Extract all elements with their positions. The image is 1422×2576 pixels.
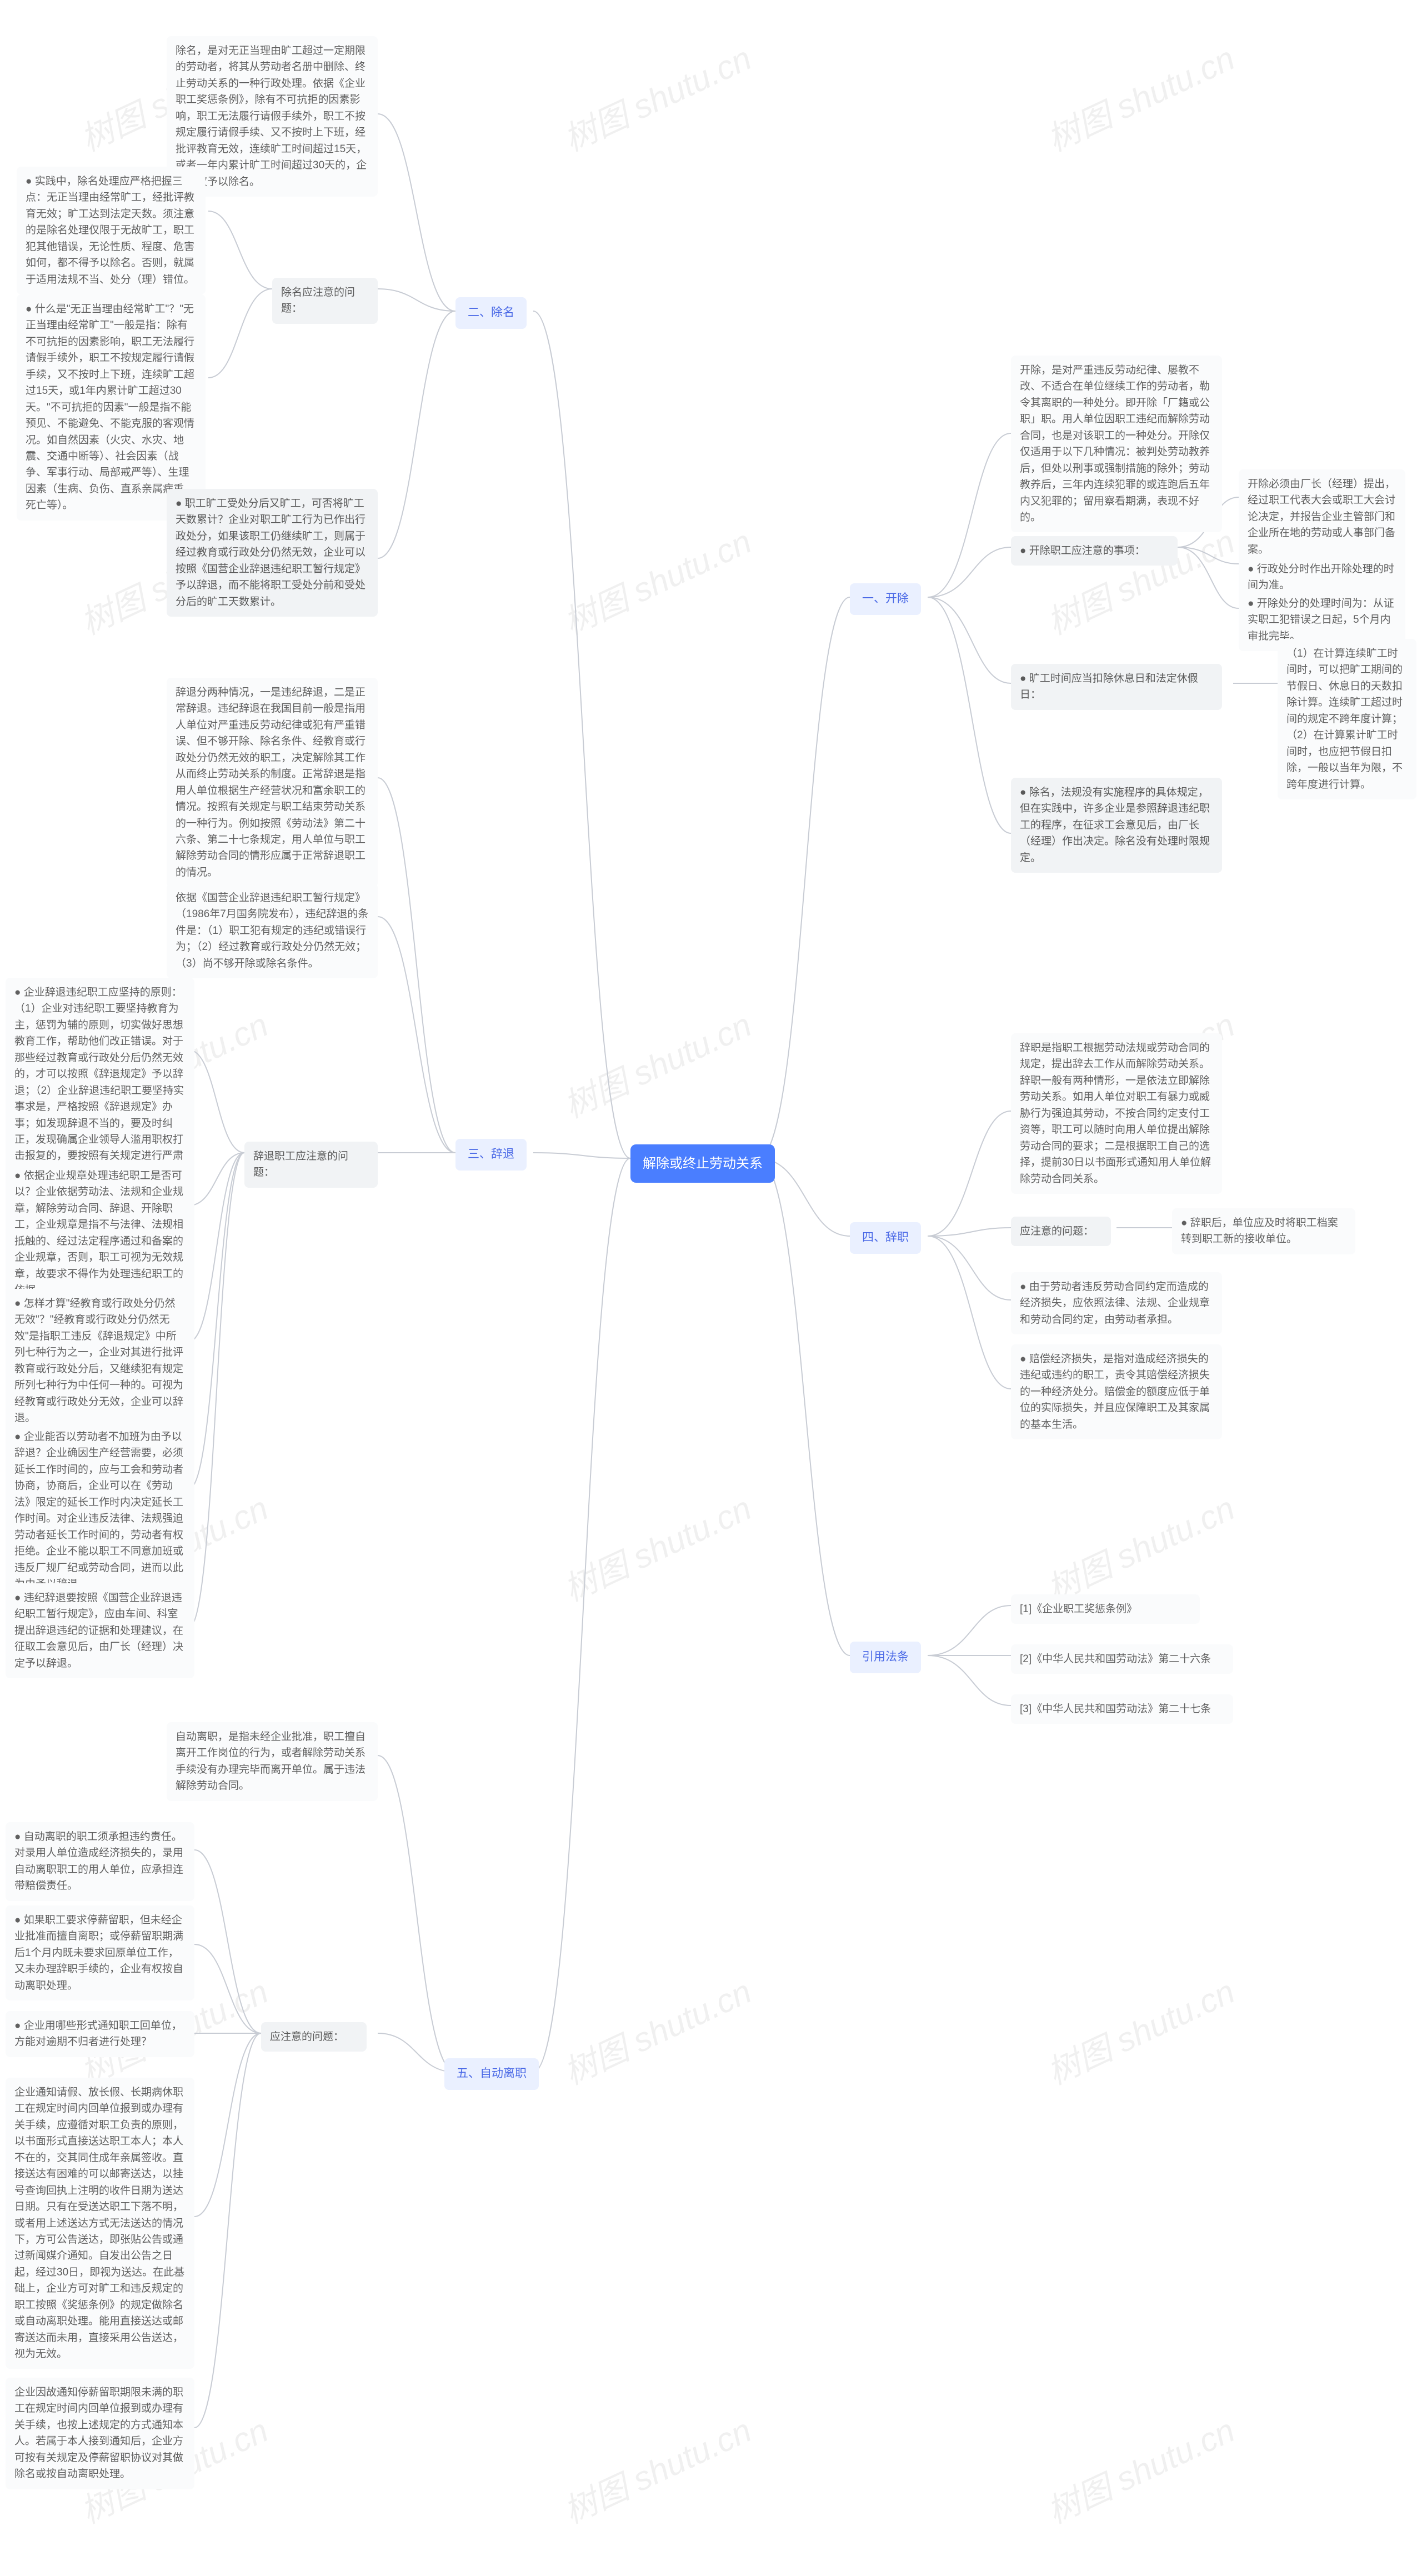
chuming-sub1: 除名应注意的问题：: [272, 278, 378, 324]
zidong-s1-l5: 企业因故通知停薪留职期限未满的职工在规定时间内回单位报到或办理有关手续，也按上述…: [6, 2378, 194, 2489]
cuitui-sub1: 辞退职工应注意的问题：: [244, 1142, 378, 1188]
zidong-intro: 自动离职，是指未经企业批准，职工擅自离开工作岗位的行为，或者解除劳动关系手续没有…: [167, 1722, 378, 1801]
branch-kaichu: 一、开除: [850, 583, 921, 615]
chuming-sub2: ● 职工旷工受处分后又旷工，可否将旷工天数累计？企业对职工旷工行为已作出行政处分…: [167, 489, 378, 617]
cuitui-s1-l4: ● 企业能否以劳动者不加班为由予以辞退？企业确因生产经营需要，必须延长工作时间的…: [6, 1422, 194, 1599]
kaichu-sub2-leaf: （1）在计算连续旷工时间时，可以把旷工期间的节假日、休息日的天数扣除计算。连续旷…: [1278, 639, 1416, 799]
yinyong-3: [3]《中华人民共和国劳动法》第二十七条: [1011, 1694, 1233, 1724]
watermark: 树图 shutu.cn: [1038, 515, 1241, 644]
cizhi-leaf3: ● 赔偿经济损失，是指对造成经济损失的违纪或违约的职工，责令其赔偿经济损失的一种…: [1011, 1344, 1222, 1439]
watermark: 树图 shutu.cn: [1038, 1965, 1241, 2094]
watermark: 树图 shutu.cn: [555, 1482, 758, 1610]
chuming-sub1-leaf2: ● 什么是"无正当理由经常旷工"？"无正当理由经常旷工"一般是指：除有不可抗拒的…: [17, 294, 206, 521]
watermark: 树图 shutu.cn: [555, 2404, 758, 2533]
kaichu-sub1: ● 开除职工应注意的事项：: [1011, 536, 1178, 566]
cizhi-sub1-leaf: ● 辞职后，单位应及时将职工档案转到职工新的接收单位。: [1172, 1208, 1355, 1254]
kaichu-intro: 开除，是对严重违反劳动纪律、屡教不改、不适合在单位继续工作的劳动者，勒令其离职的…: [1011, 356, 1222, 532]
cizhi-leaf2: ● 由于劳动者违反劳动合同约定而造成的经济损失，应依照法律、法规、企业规章和劳动…: [1011, 1272, 1222, 1334]
watermark: 树图 shutu.cn: [1038, 1482, 1241, 1610]
zidong-s1-l1: ● 自动离职的职工须承担违约责任。对录用人单位造成经济损失的，录用自动离职职工的…: [6, 1822, 194, 1901]
watermark: 树图 shutu.cn: [1038, 32, 1241, 161]
zidong-s1-l4: 企业通知请假、放长假、长期病休职工在规定时间内回单位报到或办理有关手续，应遵循对…: [6, 2078, 194, 2369]
zidong-s1-l2: ● 如果职工要求停薪留职，但未经企业批准而擅自离职；或停薪留职期满后1个月内既未…: [6, 1905, 194, 2000]
kaichu-sub3: ● 除名，法规没有实施程序的具体规定，但在实践中，许多企业是参照辞退违纪职工的程…: [1011, 778, 1222, 873]
watermark: 树图 shutu.cn: [555, 998, 758, 1127]
branch-yinyong: 引用法条: [850, 1642, 921, 1673]
yinyong-1: [1]《企业职工奖惩条例》: [1011, 1594, 1200, 1624]
watermark: 树图 shutu.cn: [555, 32, 758, 161]
kaichu-sub2: ● 旷工时间应当扣除休息日和法定休假日：: [1011, 664, 1222, 710]
cuitui-s1-l3: ● 怎样才算"经教育或行政处分仍然无效"？"经教育或行政处分仍然无效"是指职工违…: [6, 1289, 194, 1433]
branch-zidong: 五、自动离职: [444, 2058, 539, 2090]
chuming-sub1-leaf1: ● 实践中，除名处理应严格把握三点：无正当理由经常旷工，经批评教育无效；旷工达到…: [17, 167, 206, 294]
cizhi-sub1: 应注意的问题：: [1011, 1217, 1111, 1246]
zidong-s1-l3: ● 企业用哪些形式通知职工回单位，方能对逾期不归者进行处理？: [6, 2011, 194, 2057]
cuitui-intro: 辞退分两种情况，一是违纪辞退，二是正常辞退。违纪辞退在我国目前一般是指用人单位对…: [167, 678, 378, 887]
yinyong-2: [2]《中华人民共和国劳动法》第二十六条: [1011, 1644, 1233, 1674]
root-node: 解除或终止劳动关系: [630, 1144, 775, 1183]
branch-cizhi: 四、辞职: [850, 1222, 921, 1254]
cuitui-leaf2: 依据《国营企业辞退违纪职工暂行规定》（1986年7月国务院发布），违纪辞退的条件…: [167, 883, 378, 978]
watermark: 树图 shutu.cn: [555, 1965, 758, 2094]
zidong-sub1: 应注意的问题：: [261, 2022, 367, 2052]
watermark: 树图 shutu.cn: [1038, 2404, 1241, 2533]
branch-chuming: 二、除名: [455, 297, 527, 329]
cizhi-intro: 辞职是指职工根据劳动法规或劳动合同的规定，提出辞去工作从而解除劳动关系。辞职一般…: [1011, 1033, 1222, 1194]
cuitui-s1-l2: ● 依据企业规章处理违纪职工是否可以？企业依据劳动法、法规和企业规章，解除劳动合…: [6, 1161, 194, 1305]
kaichu-sub1-leaf1: 开除必须由厂长（经理）提出，经过职工代表大会或职工大会讨论决定，并报告企业主管部…: [1239, 469, 1405, 564]
branch-cuitui: 三、辞退: [455, 1139, 527, 1171]
cuitui-s1-l5: ● 违纪辞退要按照《国营企业辞退违纪职工暂行规定》，应由车间、科室提出辞退违纪的…: [6, 1583, 194, 1678]
watermark: 树图 shutu.cn: [555, 515, 758, 644]
